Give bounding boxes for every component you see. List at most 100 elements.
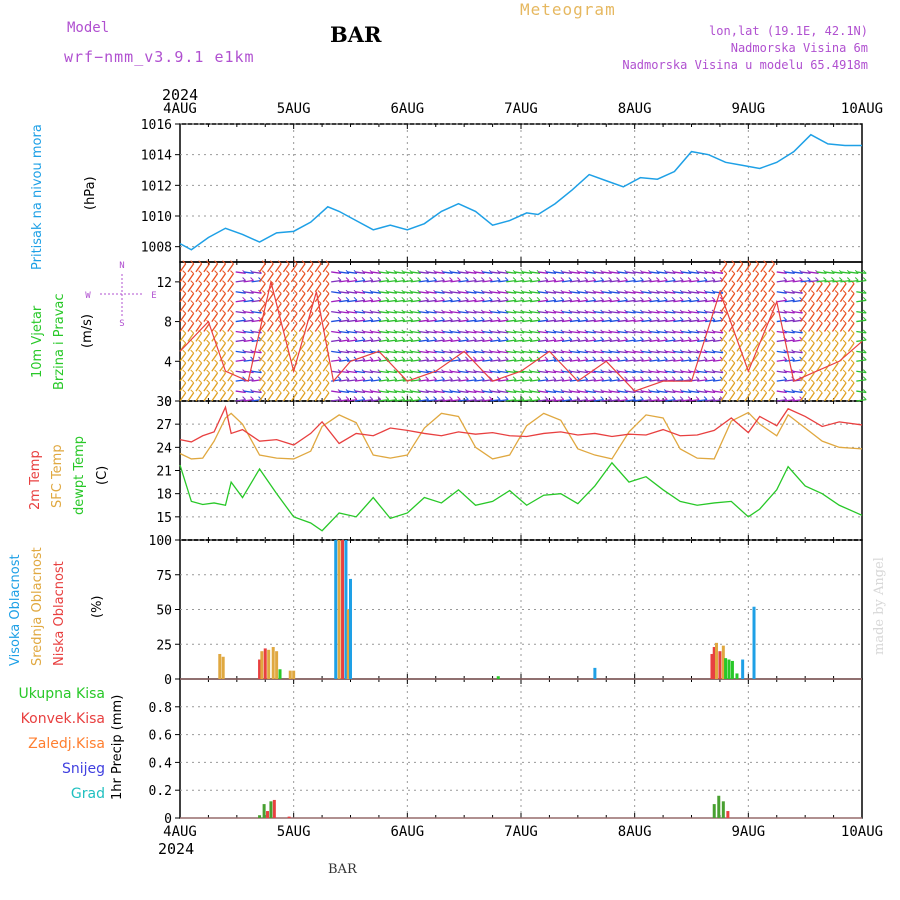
wind-barb (649, 339, 660, 343)
wind-barb (832, 279, 843, 283)
wind-barb (496, 336, 501, 341)
wind-barb (744, 263, 752, 273)
wind-barb (227, 293, 235, 303)
model-name: wrf−nmm_v3.9.1 e1km (64, 48, 255, 66)
wind-barb (768, 293, 776, 303)
wind-barb (823, 283, 831, 293)
wind-barb (703, 356, 708, 361)
wind-barb (426, 279, 437, 283)
wind-barb (681, 310, 692, 314)
wind-barb (593, 271, 604, 274)
wind-barb (545, 319, 556, 323)
wind-barb (731, 280, 736, 284)
wind-barb (219, 283, 227, 293)
wind-barb (385, 376, 390, 381)
wind-barb (728, 332, 736, 342)
wind-barb (808, 279, 819, 283)
wind-barb (713, 271, 724, 274)
wind-barb (818, 329, 823, 334)
wind-barb (182, 359, 187, 364)
wind-barb (834, 319, 839, 324)
wind-barb (856, 379, 867, 382)
wind-barb (739, 290, 744, 294)
wind-barb (553, 339, 564, 343)
wind-barb (214, 319, 218, 324)
wind-barb (190, 300, 195, 304)
wind-barb (339, 339, 350, 343)
wind-barb (418, 390, 429, 394)
wind-barb (490, 390, 501, 394)
wind-barb (187, 352, 195, 362)
wind-barb (514, 319, 525, 323)
wind-barb (601, 390, 612, 394)
compass-letter: W (85, 291, 91, 301)
wind-barb (560, 277, 565, 281)
wind-barb (434, 398, 445, 402)
day-label-top: 9AUG (731, 101, 765, 117)
wind-barb (386, 350, 397, 354)
wind-barb (552, 316, 557, 321)
wind-barb (744, 352, 752, 362)
precip-bar-conv (287, 816, 291, 818)
wind-barb (834, 339, 839, 344)
wind-barb (458, 279, 469, 283)
wind-barb (269, 270, 274, 275)
wind-barb (378, 339, 389, 343)
wind-barb (816, 293, 823, 303)
wind-barb (537, 330, 549, 334)
wind-barb (665, 398, 676, 402)
cloud-bar-rain (730, 660, 734, 679)
wind-barb (346, 291, 358, 294)
wind-barb (512, 396, 517, 400)
wind-barb (301, 379, 306, 384)
wind-barb (293, 310, 298, 314)
wind-barb (410, 279, 421, 283)
wind-barb (457, 316, 461, 321)
wind-barb (584, 336, 589, 341)
wind-barb (832, 271, 843, 274)
wind-barb (293, 290, 298, 294)
wind-barb (577, 398, 588, 402)
wind-barb (584, 396, 589, 400)
wind-barb (298, 313, 306, 322)
wind-barb (577, 379, 588, 382)
wind-barb (227, 382, 235, 392)
wind-barb (179, 372, 187, 382)
wind-barb (339, 359, 350, 362)
wind-barb (450, 359, 461, 362)
wind-barb (783, 316, 788, 321)
wind-barb (697, 370, 708, 374)
wind-barb (593, 310, 604, 314)
wind-barb (697, 279, 708, 283)
wind-barb (747, 319, 752, 324)
wind-barb (671, 316, 676, 321)
wind-barb (601, 370, 612, 374)
wind-barb (560, 296, 565, 301)
wind-barb (222, 319, 226, 324)
wind-barb (641, 359, 652, 362)
wind-barb (731, 290, 736, 294)
wind-barb (747, 329, 752, 334)
wind-barb (230, 290, 234, 294)
wind-barb (747, 280, 752, 284)
wind-barb (306, 293, 314, 303)
wind-barb (655, 336, 660, 341)
wind-barb (339, 279, 350, 283)
wind-barb (537, 279, 549, 283)
wind-barb (568, 296, 573, 301)
wind-barb (309, 270, 314, 275)
wind-barb (242, 336, 246, 341)
wind-barb (545, 379, 556, 382)
wind-barb (369, 296, 374, 301)
wind-barb (337, 296, 342, 301)
wind-barb (198, 369, 203, 374)
wind-barb (506, 379, 517, 382)
wind-barb (285, 280, 290, 284)
cloud-bar-rain (278, 669, 282, 679)
wind-barb (426, 271, 437, 274)
wind-barb (584, 316, 589, 321)
wind-ytick-label: 0 (164, 395, 172, 410)
wind-barb (728, 382, 736, 392)
wind-barb (673, 299, 684, 303)
wind-barb (816, 332, 823, 342)
